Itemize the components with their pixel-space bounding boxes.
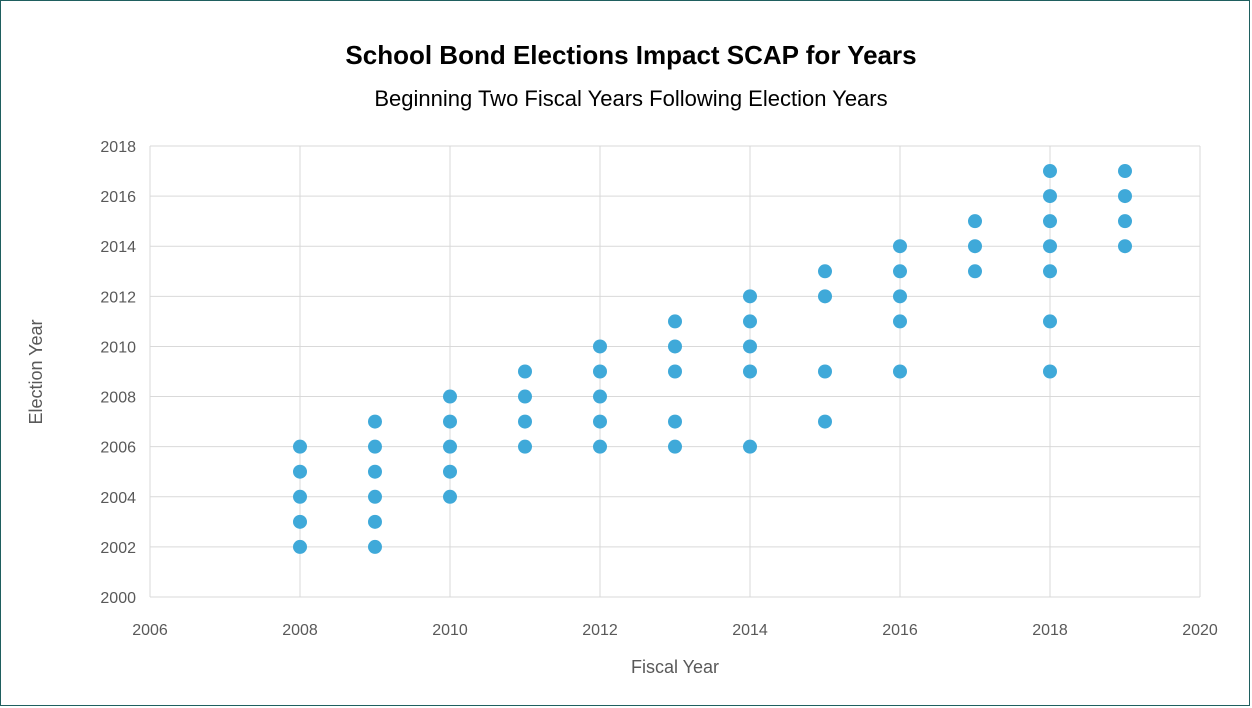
scatter-point [743, 314, 757, 329]
scatter-point [443, 414, 457, 429]
x-axis-title: Fiscal Year [631, 657, 719, 677]
x-tick-label: 2014 [732, 622, 768, 639]
scatter-point [1118, 239, 1132, 254]
tick-labels: 2006 2008 2010 2012 2014 2016 2018 2020 2000 2002… [100, 139, 1217, 639]
x-tick-label: 2018 [1032, 622, 1068, 639]
x-tick-label: 2008 [282, 622, 318, 639]
scatter-point [593, 339, 607, 354]
scatter-point [593, 414, 607, 429]
scatter-point [1118, 189, 1132, 204]
scatter-point [293, 464, 307, 479]
y-tick-label: 2016 [100, 189, 136, 206]
scatter-point [518, 364, 532, 379]
x-tick-label: 2012 [582, 622, 618, 639]
scatter-point [293, 539, 307, 554]
scatter-point [368, 464, 382, 479]
scatter-point [1043, 214, 1057, 229]
scatter-point [1043, 364, 1057, 379]
scatter-point [668, 439, 682, 454]
scatter-point [293, 439, 307, 454]
scatter-point [1118, 164, 1132, 179]
chart-subtitle: Beginning Two Fiscal Years Following Ele… [374, 86, 887, 111]
scatter-point [968, 264, 982, 279]
x-tick-label: 2020 [1182, 622, 1218, 639]
scatter-point [293, 489, 307, 504]
scatter-point [668, 314, 682, 329]
y-tick-label: 2008 [100, 390, 136, 407]
x-tick-label: 2016 [882, 622, 918, 639]
y-axis-title: Election Year [26, 319, 46, 424]
scatter-point [818, 414, 832, 429]
y-tick-label: 2014 [100, 239, 136, 256]
scatter-point [818, 264, 832, 279]
scatter-point [743, 339, 757, 354]
scatter-point [518, 389, 532, 404]
y-tick-label: 2006 [100, 440, 136, 457]
y-tick-label: 2018 [100, 139, 136, 156]
scatter-point [443, 389, 457, 404]
scatter-point [293, 514, 307, 529]
scatter-point [368, 489, 382, 504]
scatter-point [593, 364, 607, 379]
scatter-point [893, 289, 907, 304]
scatter-point [443, 439, 457, 454]
scatter-point [368, 539, 382, 554]
scatter-point [593, 439, 607, 454]
scatter-point [518, 439, 532, 454]
scatter-point [743, 364, 757, 379]
scatter-point [818, 364, 832, 379]
scatter-point [368, 414, 382, 429]
scatter-point [668, 364, 682, 379]
scatter-point [893, 314, 907, 329]
scatter-point [893, 264, 907, 279]
scatter-point [668, 339, 682, 354]
y-tick-label: 2000 [100, 590, 136, 607]
scatter-point [893, 239, 907, 254]
scatter-point [1043, 314, 1057, 329]
scatter-point [443, 464, 457, 479]
scatter-point [1043, 264, 1057, 279]
scatter-point [893, 364, 907, 379]
scatter-point [1118, 214, 1132, 229]
scatter-point [368, 439, 382, 454]
x-tick-label: 2006 [132, 622, 168, 639]
scatter-point [743, 289, 757, 304]
scatter-point [968, 214, 982, 229]
scatter-point [743, 439, 757, 454]
scatter-point [818, 289, 832, 304]
scatter-point [1043, 164, 1057, 179]
scatter-point [443, 489, 457, 504]
y-tick-label: 2002 [100, 540, 136, 557]
scatter-point [1043, 239, 1057, 254]
scatter-point [668, 414, 682, 429]
y-tick-label: 2004 [100, 490, 136, 507]
x-tick-label: 2010 [432, 622, 468, 639]
scatter-point [593, 389, 607, 404]
scatter-point [968, 239, 982, 254]
scatter-point [518, 414, 532, 429]
scatter-point [368, 514, 382, 529]
data-points [293, 164, 1132, 554]
y-tick-label: 2012 [100, 289, 136, 306]
y-tick-label: 2010 [100, 339, 136, 356]
scatter-point [1043, 189, 1057, 204]
chart-title: School Bond Elections Impact SCAP for Ye… [345, 40, 916, 70]
